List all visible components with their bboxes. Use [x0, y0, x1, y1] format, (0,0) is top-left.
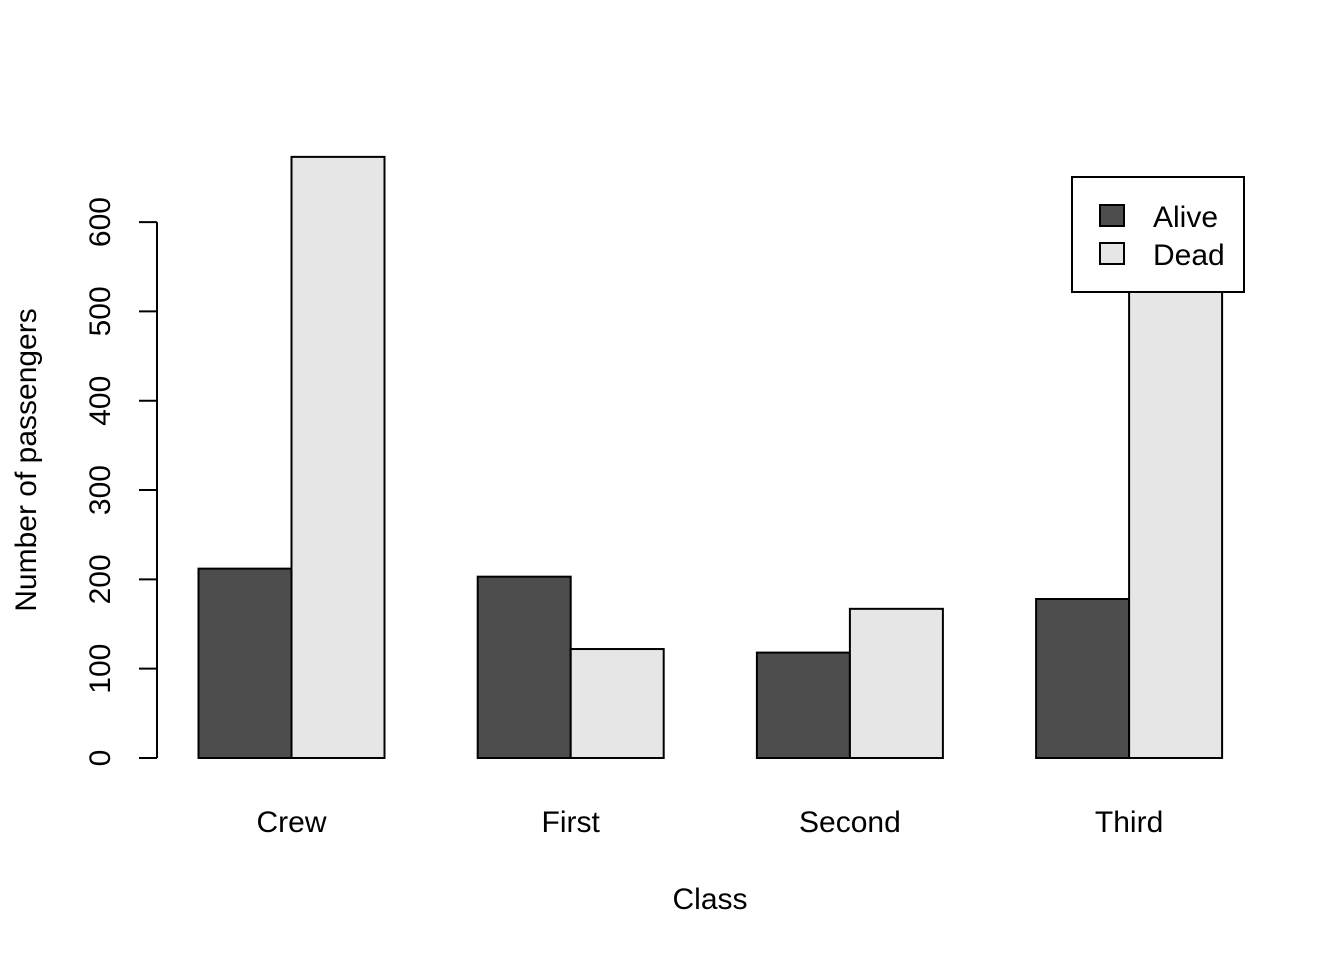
- x-axis-title: Class: [672, 883, 747, 916]
- bar-third-alive: [1035, 598, 1131, 759]
- x-category-label: Second: [799, 806, 901, 839]
- x-axis-labels: Crew First Second Third: [256, 806, 1163, 839]
- y-tick-label: 200: [84, 554, 117, 604]
- x-category-label: Crew: [256, 806, 326, 839]
- legend-box: [1071, 176, 1245, 293]
- bar-first-dead: [569, 648, 665, 759]
- y-axis-title: Number of passengers: [10, 308, 43, 612]
- bar-crew-alive: [197, 567, 293, 759]
- bar-second-alive: [755, 651, 851, 760]
- legend-swatch-dead: [1099, 242, 1125, 265]
- y-tick-label: 0: [84, 750, 117, 767]
- y-tick-label: 100: [84, 644, 117, 694]
- bar-first-alive: [476, 575, 572, 760]
- y-tick-label: 500: [84, 286, 117, 336]
- legend-swatch-alive: [1099, 204, 1125, 227]
- bar-crew-dead: [290, 155, 386, 759]
- bar-third-dead: [1128, 285, 1224, 759]
- legend-label-alive: Alive: [1153, 201, 1218, 234]
- bar-second-dead: [848, 607, 944, 759]
- y-tick-label: 300: [84, 465, 117, 515]
- x-category-label: Third: [1095, 806, 1163, 839]
- legend-label-dead: Dead: [1153, 239, 1225, 272]
- y-axis: 0 100 200 300 400 500 600: [84, 197, 158, 767]
- bars-layer: [197, 155, 1224, 760]
- legend: Alive Dead: [1071, 176, 1245, 293]
- y-tick-label: 400: [84, 376, 117, 426]
- y-tick-label: 600: [84, 197, 117, 247]
- x-category-label: First: [542, 806, 601, 839]
